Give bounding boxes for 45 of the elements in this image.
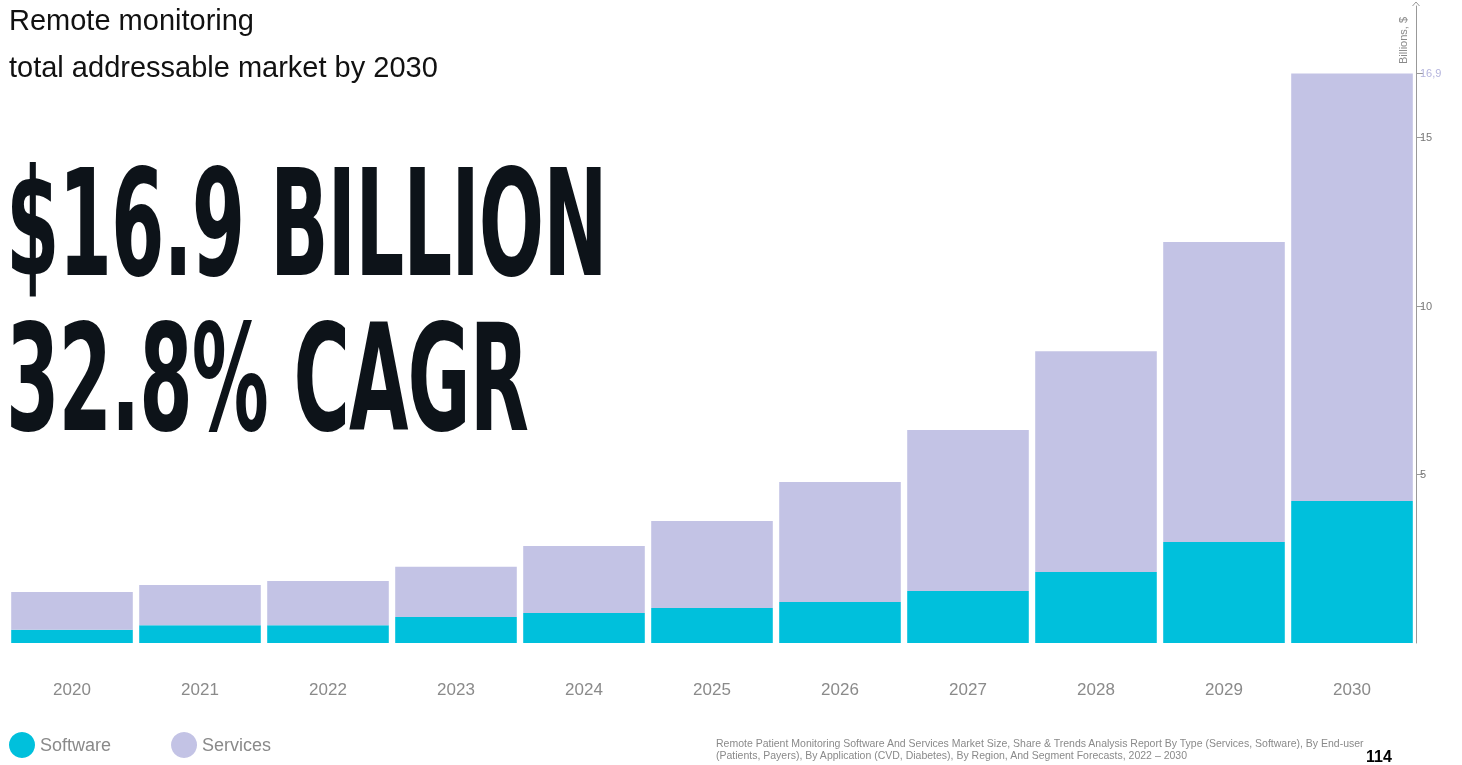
x-tick-label: 2022 [309,680,347,699]
x-tick-label: 2026 [821,680,859,699]
x-tick-label: 2030 [1333,680,1371,699]
x-tick-label: 2028 [1077,680,1115,699]
legend-label: Software [40,735,112,755]
y-tick-label: 15 [1420,131,1433,144]
bar [267,580,389,626]
bar [1291,73,1413,502]
bar [395,617,517,643]
bar [1291,501,1413,643]
bar [1163,241,1285,542]
x-tick-label: 2027 [949,680,987,699]
bar [11,629,133,643]
text: 114 [1366,748,1392,765]
bar [395,566,517,618]
chart-title: Remote monitoring [9,3,254,36]
annotation: $16.9 BILLION [6,138,607,310]
bar [1035,571,1157,643]
text: total addressable market by 2030 [9,50,438,83]
bar [523,545,645,613]
bar [651,520,773,608]
bar [907,591,1029,643]
bar [11,592,133,630]
bar [779,481,901,602]
x-tick-label: 2023 [437,680,475,699]
bar [907,429,1029,592]
bar [651,607,773,643]
bar [1035,351,1157,572]
text: Remote Patient Monitoring Software And Services Market Size, Share & Trends Analysis Report By Type (Services, Software), By End-user (Patients, Payers), By Application (CVD, Diabetes), By Region, And Segment Forecasts, 2022 – 2030 [716,737,1364,761]
y-axis-title: Billions, $ [1397,16,1409,64]
bar [779,601,901,643]
bar [523,613,645,643]
x-tick-label: 2021 [181,680,219,699]
y-tick-label: 16,9 [1420,67,1442,80]
bar [139,625,261,643]
x-tick-label: 2029 [1205,680,1243,699]
bar [139,585,261,626]
legend-label: Services [202,735,272,755]
bar [1163,541,1285,643]
x-tick-label: 2024 [565,680,603,699]
x-tick-label: 2025 [693,680,731,699]
y-tick-label: 5 [1420,468,1427,481]
bar [267,625,389,643]
y-tick-label: 10 [1420,299,1433,312]
x-tick-label: 2020 [53,680,91,699]
